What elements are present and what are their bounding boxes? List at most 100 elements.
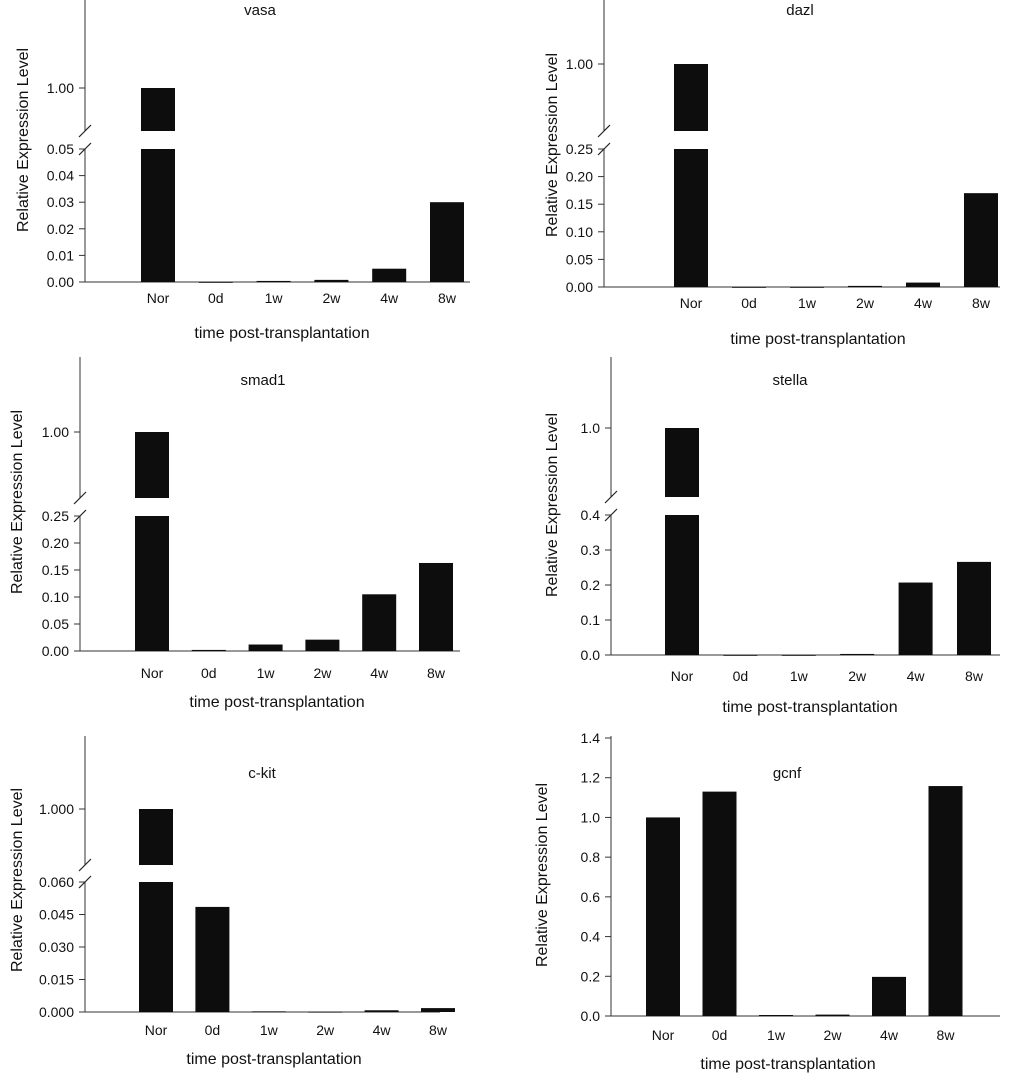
x-tick-label: 0d [201,665,217,681]
bar-4w [364,1010,399,1012]
x-tick-label: 1w [260,1022,279,1038]
y-axis-label: Relative Expression Level [15,48,32,232]
chart-panel-dazl: dazl Relative Expression Level time post-t… [544,0,1000,348]
y-tick-label: 1.2 [581,770,601,786]
x-tick-label: 4w [914,295,933,311]
x-tick-label: 2w [322,290,341,306]
y-tick-label: 0.15 [42,562,69,578]
chart-panel-stella: stella Relative Expression Level time post… [544,357,1000,716]
y-tick-label: 1.00 [42,424,69,440]
y-tick-label: 0.25 [42,508,69,524]
y-axis-label: Relative Expression Level [9,788,26,972]
x-tick-label: 4w [370,665,389,681]
bar-Nor [665,515,699,655]
y-tick-label: 0.00 [42,643,69,659]
y-tick-label: 0.20 [566,169,593,185]
bar-1w [256,280,291,282]
y-tick-label: 0.000 [39,1004,74,1020]
chart-panel-smad1: smad1 Relative Expression Level time post-… [9,357,460,711]
x-tick-label: 8w [972,295,991,311]
chart-panel-c-kit: c-kit Relative Expression Level time post-… [9,736,455,1068]
y-tick-label: 0.05 [42,616,69,632]
bar-1w [248,644,283,651]
panel-title: stella [772,372,808,389]
bar-2w [305,639,340,651]
bar-2w [840,653,875,655]
x-tick-label: 2w [316,1022,335,1038]
bar-4w [872,976,906,1016]
x-tick-label: 8w [937,1027,956,1043]
x-tick-label: Nor [671,668,694,684]
bar-0d [702,791,737,1016]
bar-Nor-upper [135,432,169,498]
chart-panel-vasa: vasa Relative Expression Level time post-t… [15,0,470,342]
y-tick-label: 0.05 [47,141,74,157]
y-tick-label: 0.8 [581,849,601,865]
panel-title: gcnf [773,765,802,782]
y-tick-label: 0.05 [566,251,593,267]
x-axis-label: time post-transplantation [194,325,369,342]
x-tick-label: Nor [141,665,164,681]
x-tick-label: Nor [652,1027,675,1043]
bar-8w [957,561,991,655]
bar-1w [251,1011,286,1013]
y-tick-label: 0.20 [42,535,69,551]
y-tick-label: 0.02 [47,221,74,237]
bar-4w [906,282,940,287]
bar-Nor [674,149,708,287]
bar-4w [898,582,933,655]
bar-Nor [141,149,175,282]
bar-2w [314,279,349,282]
x-tick-label: 2w [824,1027,843,1043]
x-tick-label: 4w [380,290,399,306]
x-tick-label: Nor [147,290,170,306]
y-axis-label: Relative Expression Level [544,53,561,237]
y-tick-label: 0.015 [39,972,74,988]
y-tick-label: 0.0 [581,1008,601,1024]
y-tick-label: 1.00 [47,80,74,96]
bar-2w [815,1014,850,1016]
x-axis-label: time post-transplantation [722,699,897,716]
x-tick-label: 8w [438,290,457,306]
bar-1w [790,287,824,288]
y-tick-label: 0.2 [581,968,601,984]
x-tick-label: 1w [257,665,276,681]
x-tick-label: 0d [712,1027,728,1043]
y-tick-label: 0.10 [566,224,593,240]
x-tick-label: 8w [965,668,984,684]
bar-0d [191,649,226,651]
bar-4w [362,594,397,651]
bar-8w [421,1008,455,1012]
y-tick-label: 1.0 [581,809,601,825]
x-tick-label: Nor [145,1022,168,1038]
bar-Nor-upper [665,428,699,497]
panel-title: dazl [786,2,814,19]
y-tick-label: 0.3 [581,542,601,558]
bar-Nor [646,817,680,1016]
x-tick-label: 4w [880,1027,899,1043]
y-tick-label: 0.060 [39,874,74,890]
bar-0d [723,655,758,656]
x-tick-label: 1w [790,668,809,684]
y-tick-label: 0.6 [581,889,601,905]
y-tick-label: 0.01 [47,247,74,263]
bar-8w [964,193,998,287]
y-tick-label: 0.10 [42,589,69,605]
y-tick-label: 0.4 [581,507,601,523]
y-axis-label: Relative Expression Level [9,410,26,594]
x-tick-label: 0d [741,295,757,311]
x-tick-label: 1w [767,1027,786,1043]
x-tick-label: 0d [733,668,749,684]
y-tick-label: 0.00 [566,279,593,295]
bar-Nor-upper [674,64,708,131]
bar-Nor [135,516,169,651]
bar-Nor-upper [139,809,173,865]
y-axis-label: Relative Expression Level [534,783,551,967]
panel-title: smad1 [240,372,285,389]
y-tick-label: 1.0 [581,420,601,436]
y-tick-label: 0.0 [581,647,601,663]
bar-Nor-upper [141,88,175,131]
bar-8w [430,202,464,282]
x-tick-label: 4w [373,1022,392,1038]
